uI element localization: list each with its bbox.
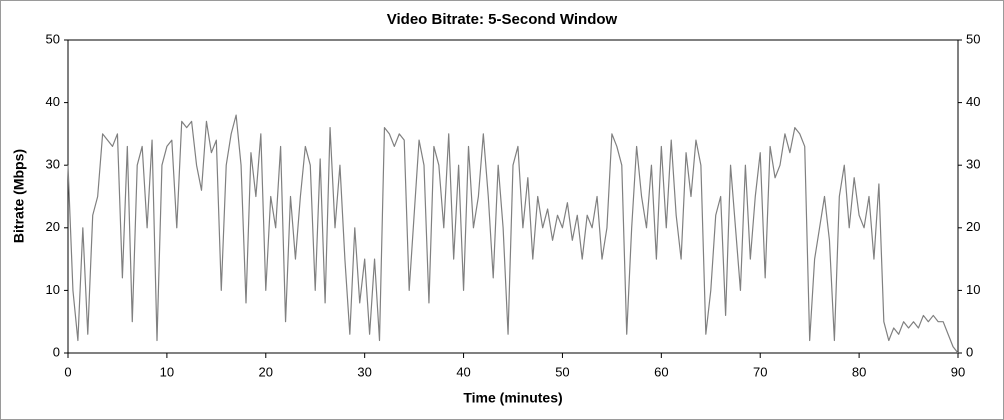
x-tick-label: 80 (852, 364, 866, 379)
x-tick-label: 0 (64, 364, 71, 379)
x-tick-label: 30 (357, 364, 371, 379)
y-axis-label: Bitrate (Mbps) (11, 149, 27, 243)
y2-tick-label: 50 (966, 31, 980, 46)
y2-tick-label: 10 (966, 282, 980, 297)
y-tick-label: 0 (53, 344, 60, 359)
x-tick-label: 40 (456, 364, 470, 379)
y2-tick-label: 20 (966, 219, 980, 234)
y2-tick-label: 40 (966, 94, 980, 109)
x-tick-label: 10 (160, 364, 174, 379)
x-axis-label: Time (minutes) (463, 390, 562, 406)
y-tick-label: 10 (46, 282, 60, 297)
x-tick-label: 90 (951, 364, 965, 379)
y-tick-label: 50 (46, 31, 60, 46)
x-tick-label: 70 (753, 364, 767, 379)
y-tick-label: 40 (46, 94, 60, 109)
y-tick-label: 20 (46, 219, 60, 234)
bitrate-line (67, 114, 959, 354)
plot-area (67, 39, 959, 354)
x-tick-label: 60 (654, 364, 668, 379)
x-tick-label: 50 (555, 364, 569, 379)
x-tick-label: 20 (259, 364, 273, 379)
y-tick-label: 30 (46, 157, 60, 172)
y2-tick-label: 0 (966, 344, 973, 359)
y2-tick-label: 30 (966, 157, 980, 172)
chart-title: Video Bitrate: 5-Second Window (387, 11, 618, 28)
